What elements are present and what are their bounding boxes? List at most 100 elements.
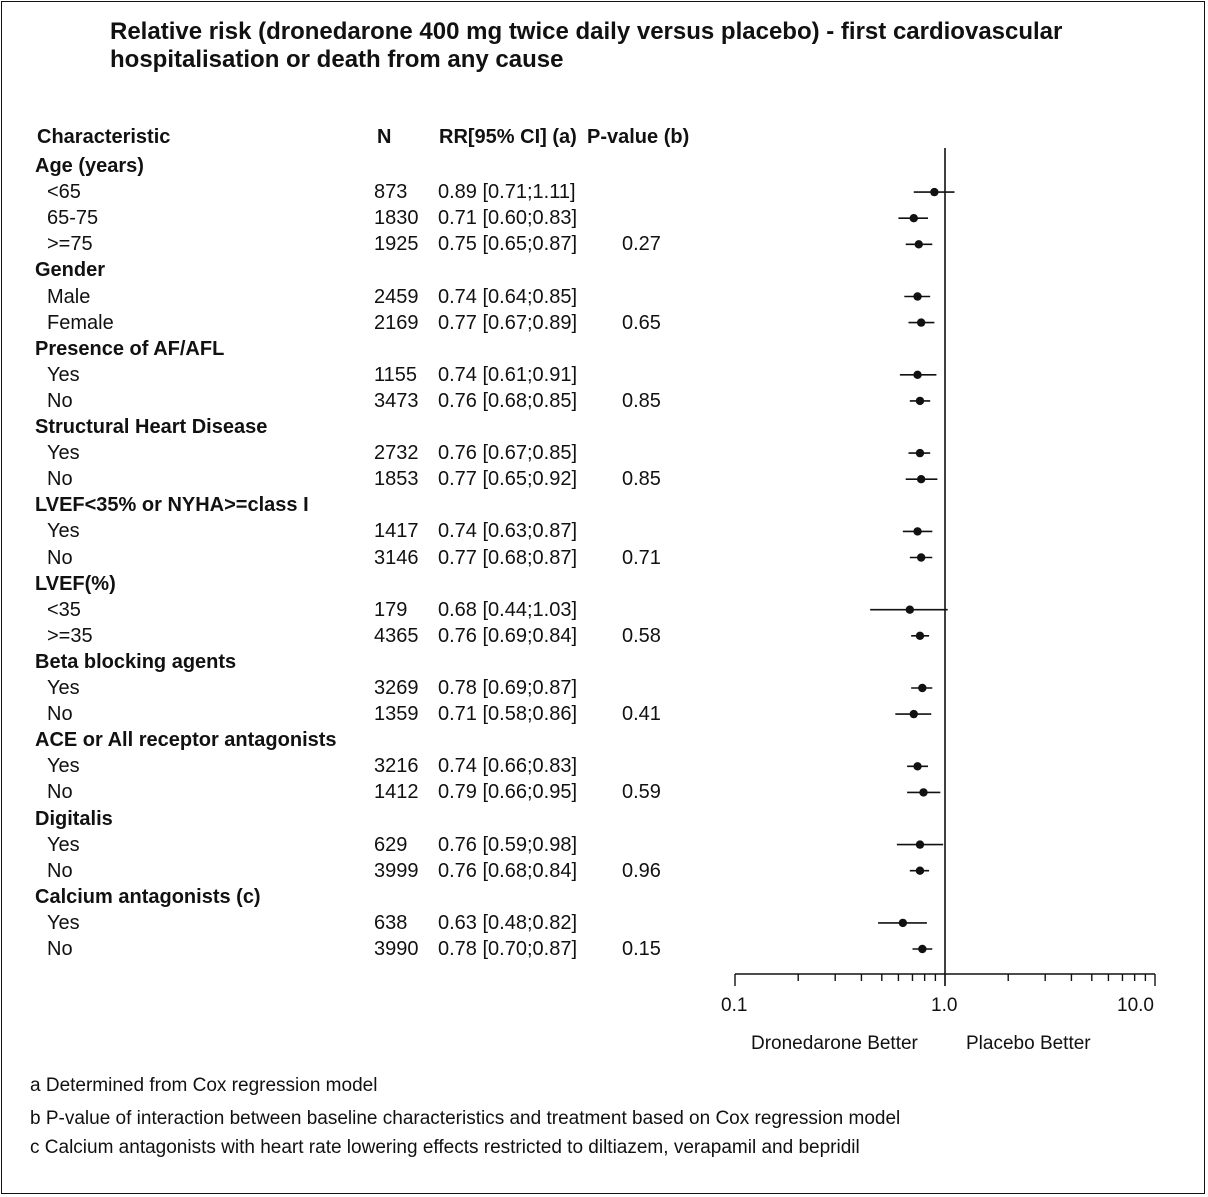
point-estimate: [919, 788, 928, 797]
subgroup-rr-ci: 0.71 [0.58;0.86]: [438, 703, 578, 726]
subgroup-label: No: [47, 389, 73, 412]
header-characteristic: Characteristic: [37, 126, 171, 148]
subgroup-n: 629: [374, 833, 408, 856]
subgroup-label: 65-75: [47, 207, 99, 230]
subgroup-pvalue: 0.96: [622, 859, 661, 882]
subgroup-label: Yes: [47, 442, 80, 465]
point-estimate: [918, 683, 927, 693]
point-estimate: [915, 840, 925, 849]
subgroup-label: Female: [47, 311, 114, 334]
point-estimate: [915, 448, 925, 458]
point-estimate: [915, 396, 925, 406]
header-rr: RR[95% CI] (a): [439, 126, 577, 148]
subgroup-rr-ci: 0.76 [0.69;0.84]: [438, 624, 578, 647]
group-heading: ACE or All receptor antagonists: [35, 729, 337, 752]
chart-title: Relative risk (dronedarone 400 mg twice …: [110, 18, 1063, 73]
subgroup-rr-ci: 0.77 [0.65;0.92]: [438, 468, 578, 491]
subgroup-n: 2169: [374, 311, 419, 334]
point-estimate: [915, 866, 925, 875]
group-heading: LVEF(%): [35, 572, 116, 595]
subgroup-label: Yes: [47, 363, 80, 386]
subgroup-n: 3473: [374, 389, 419, 412]
x-tick-label: 0.1: [721, 995, 748, 1016]
subgroup-label: <65: [47, 181, 81, 204]
point-estimate: [898, 918, 908, 928]
x-tick-label: 10.0: [1117, 995, 1154, 1016]
subgroup-n: 1359: [374, 703, 419, 726]
subgroup-label: Yes: [47, 677, 80, 699]
subgroup-label: >=75: [47, 233, 93, 256]
point-estimate: [909, 214, 918, 223]
subgroup-n: 2732: [374, 442, 419, 465]
subgroup-n: 1155: [374, 363, 418, 386]
subgroup-rr-ci: 0.74 [0.63;0.87]: [438, 520, 578, 543]
subgroup-n: 1417: [374, 520, 419, 543]
group-heading: Presence of AF/AFL: [35, 337, 225, 360]
subgroup-label: No: [47, 859, 73, 882]
subgroup-n: 4365: [374, 624, 419, 647]
group-heading: Gender: [35, 259, 106, 282]
subgroup-rr-ci: 0.75 [0.65;0.87]: [438, 233, 578, 256]
subgroup-rr-ci: 0.63 [0.48;0.82]: [438, 911, 578, 934]
x-tick-label: 1.0: [931, 995, 958, 1016]
subgroup-pvalue: 0.27: [622, 233, 661, 256]
header-n: N: [377, 126, 392, 148]
subgroup-rr-ci: 0.76 [0.68;0.84]: [438, 859, 578, 882]
subgroup-label: No: [47, 781, 73, 804]
point-estimate: [918, 944, 927, 954]
point-estimate: [914, 240, 923, 249]
subgroup-n: 179: [374, 598, 408, 621]
subgroup-rr-ci: 0.74 [0.64;0.85]: [438, 285, 578, 308]
subgroup-n: 638: [374, 911, 408, 934]
subgroup-n: 2459: [374, 285, 419, 308]
subgroup-pvalue: 0.59: [622, 781, 661, 804]
subgroup-pvalue: 0.58: [622, 624, 661, 647]
point-estimate: [913, 527, 922, 536]
footnote-c: c Calcium antagonists with heart rate lo…: [30, 1137, 860, 1158]
group-heading: Age (years): [35, 155, 144, 177]
point-estimate: [916, 553, 926, 562]
subgroup-n: 3216: [374, 755, 419, 778]
subgroup-label: Yes: [47, 520, 80, 543]
subgroup-label: Yes: [47, 833, 80, 856]
subgroup-rr-ci: 0.79 [0.66;0.95]: [438, 781, 578, 804]
subgroup-n: 3269: [374, 677, 419, 699]
subgroup-n: 1830: [374, 207, 419, 230]
left-favors-label: Dronedarone Better: [751, 1033, 918, 1054]
subgroup-n: 1925: [374, 233, 419, 256]
subgroup-rr-ci: 0.74 [0.66;0.83]: [438, 755, 578, 778]
point-estimate: [909, 709, 918, 719]
header-pvalue: P-value (b): [587, 126, 690, 148]
subgroup-n: 873: [374, 181, 408, 204]
subgroup-rr-ci: 0.77 [0.68;0.87]: [438, 546, 578, 569]
subgroup-rr-ci: 0.77 [0.67;0.89]: [438, 311, 578, 334]
group-heading: Structural Heart Disease: [35, 416, 268, 438]
footnote-b: b P-value of interaction between baselin…: [30, 1108, 901, 1129]
subgroup-rr-ci: 0.78 [0.69;0.87]: [438, 677, 578, 699]
subgroup-pvalue: 0.85: [622, 389, 661, 412]
subgroup-pvalue: 0.41: [622, 703, 661, 726]
point-estimate: [913, 762, 922, 771]
subgroup-n: 1853: [374, 468, 419, 491]
point-estimate: [915, 631, 925, 640]
subgroup-pvalue: 0.71: [622, 546, 661, 569]
subgroup-n: 3990: [374, 938, 419, 960]
subgroup-rr-ci: 0.68 [0.44;1.03]: [438, 598, 578, 621]
subgroup-label: No: [47, 703, 73, 726]
group-heading: Digitalis: [35, 807, 113, 830]
subgroup-label: Yes: [47, 755, 80, 778]
footnote-a: a Determined from Cox regression model: [30, 1075, 378, 1096]
subgroup-label: <35: [47, 598, 81, 621]
subgroup-n: 1412: [374, 781, 419, 804]
subgroup-rr-ci: 0.76 [0.67;0.85]: [438, 442, 578, 465]
subgroup-pvalue: 0.85: [622, 468, 661, 491]
subgroup-label: No: [47, 546, 73, 569]
point-estimate: [913, 370, 922, 379]
subgroup-label: Yes: [47, 911, 80, 934]
group-heading: LVEF<35% or NYHA>=class I: [35, 494, 309, 517]
subgroup-rr-ci: 0.89 [0.71;1.11]: [438, 181, 576, 204]
subgroup-label: No: [47, 938, 73, 960]
point-estimate: [916, 318, 926, 327]
